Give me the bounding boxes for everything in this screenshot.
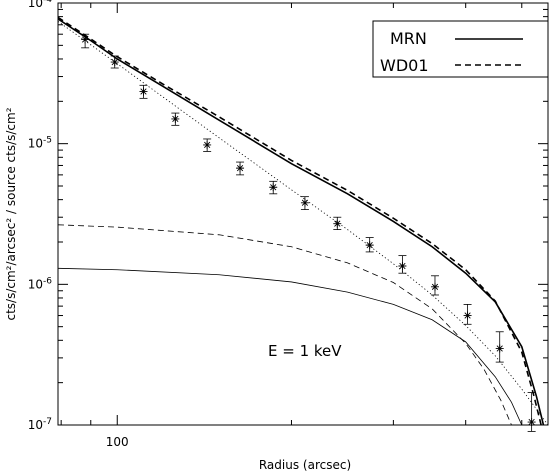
data-point — [139, 84, 148, 99]
asterisk-marker — [300, 198, 309, 207]
y-tick-labels: 10-4 10-5 10-6 10-7 — [28, 0, 53, 432]
asterisk-marker — [171, 114, 180, 123]
y-axis-label: cts/s/cm²/arcsec² / source cts/s/cm² — [4, 107, 18, 320]
energy-annotation: E = 1 keV — [268, 342, 342, 360]
legend-label-wd01: WD01 — [380, 56, 429, 75]
data-point — [333, 216, 342, 230]
psf-dotted-curve — [58, 21, 548, 425]
halo-solid-curve — [58, 267, 523, 425]
asterisk-marker — [269, 183, 278, 192]
asterisk-marker — [463, 311, 472, 320]
data-point — [495, 331, 504, 363]
wd01-dashed-curve — [58, 16, 542, 425]
y-tick-label: 10-5 — [28, 136, 52, 151]
data-point — [81, 33, 90, 49]
data-point — [110, 55, 119, 69]
halo-dashed-curve — [58, 224, 512, 425]
x-axis-label: Radius (arcsec) — [259, 458, 351, 472]
asterisk-marker — [527, 418, 536, 427]
model-curves — [58, 16, 548, 425]
y-tick-label: 10-4 — [28, 0, 53, 10]
y-tick-label: 10-7 — [28, 417, 52, 432]
legend-label-mrn: MRN — [390, 29, 427, 48]
data-point — [269, 180, 278, 195]
asterisk-marker — [203, 140, 212, 149]
data-point — [398, 255, 407, 274]
asterisk-marker — [81, 35, 90, 44]
data-point — [171, 112, 180, 126]
data-point — [203, 138, 212, 152]
asterisk-marker — [430, 282, 439, 291]
x-tick-label-100: 100 — [106, 435, 129, 449]
legend: MRN WD01 — [372, 20, 549, 78]
data-point — [463, 304, 472, 325]
asterisk-marker — [365, 241, 374, 250]
asterisk-marker — [333, 219, 342, 228]
legend-box — [372, 20, 549, 78]
asterisk-marker — [495, 344, 504, 353]
y-tick-label: 10-6 — [28, 276, 53, 291]
mrn-solid-curve — [58, 18, 545, 425]
asterisk-marker — [398, 262, 407, 270]
asterisk-marker — [139, 87, 148, 96]
data-point — [430, 275, 439, 296]
plot-frame — [57, 2, 549, 426]
data-point — [300, 196, 309, 210]
data-point — [236, 161, 245, 176]
asterisk-marker — [110, 58, 119, 67]
data-point — [365, 237, 374, 253]
asterisk-marker — [236, 164, 245, 173]
